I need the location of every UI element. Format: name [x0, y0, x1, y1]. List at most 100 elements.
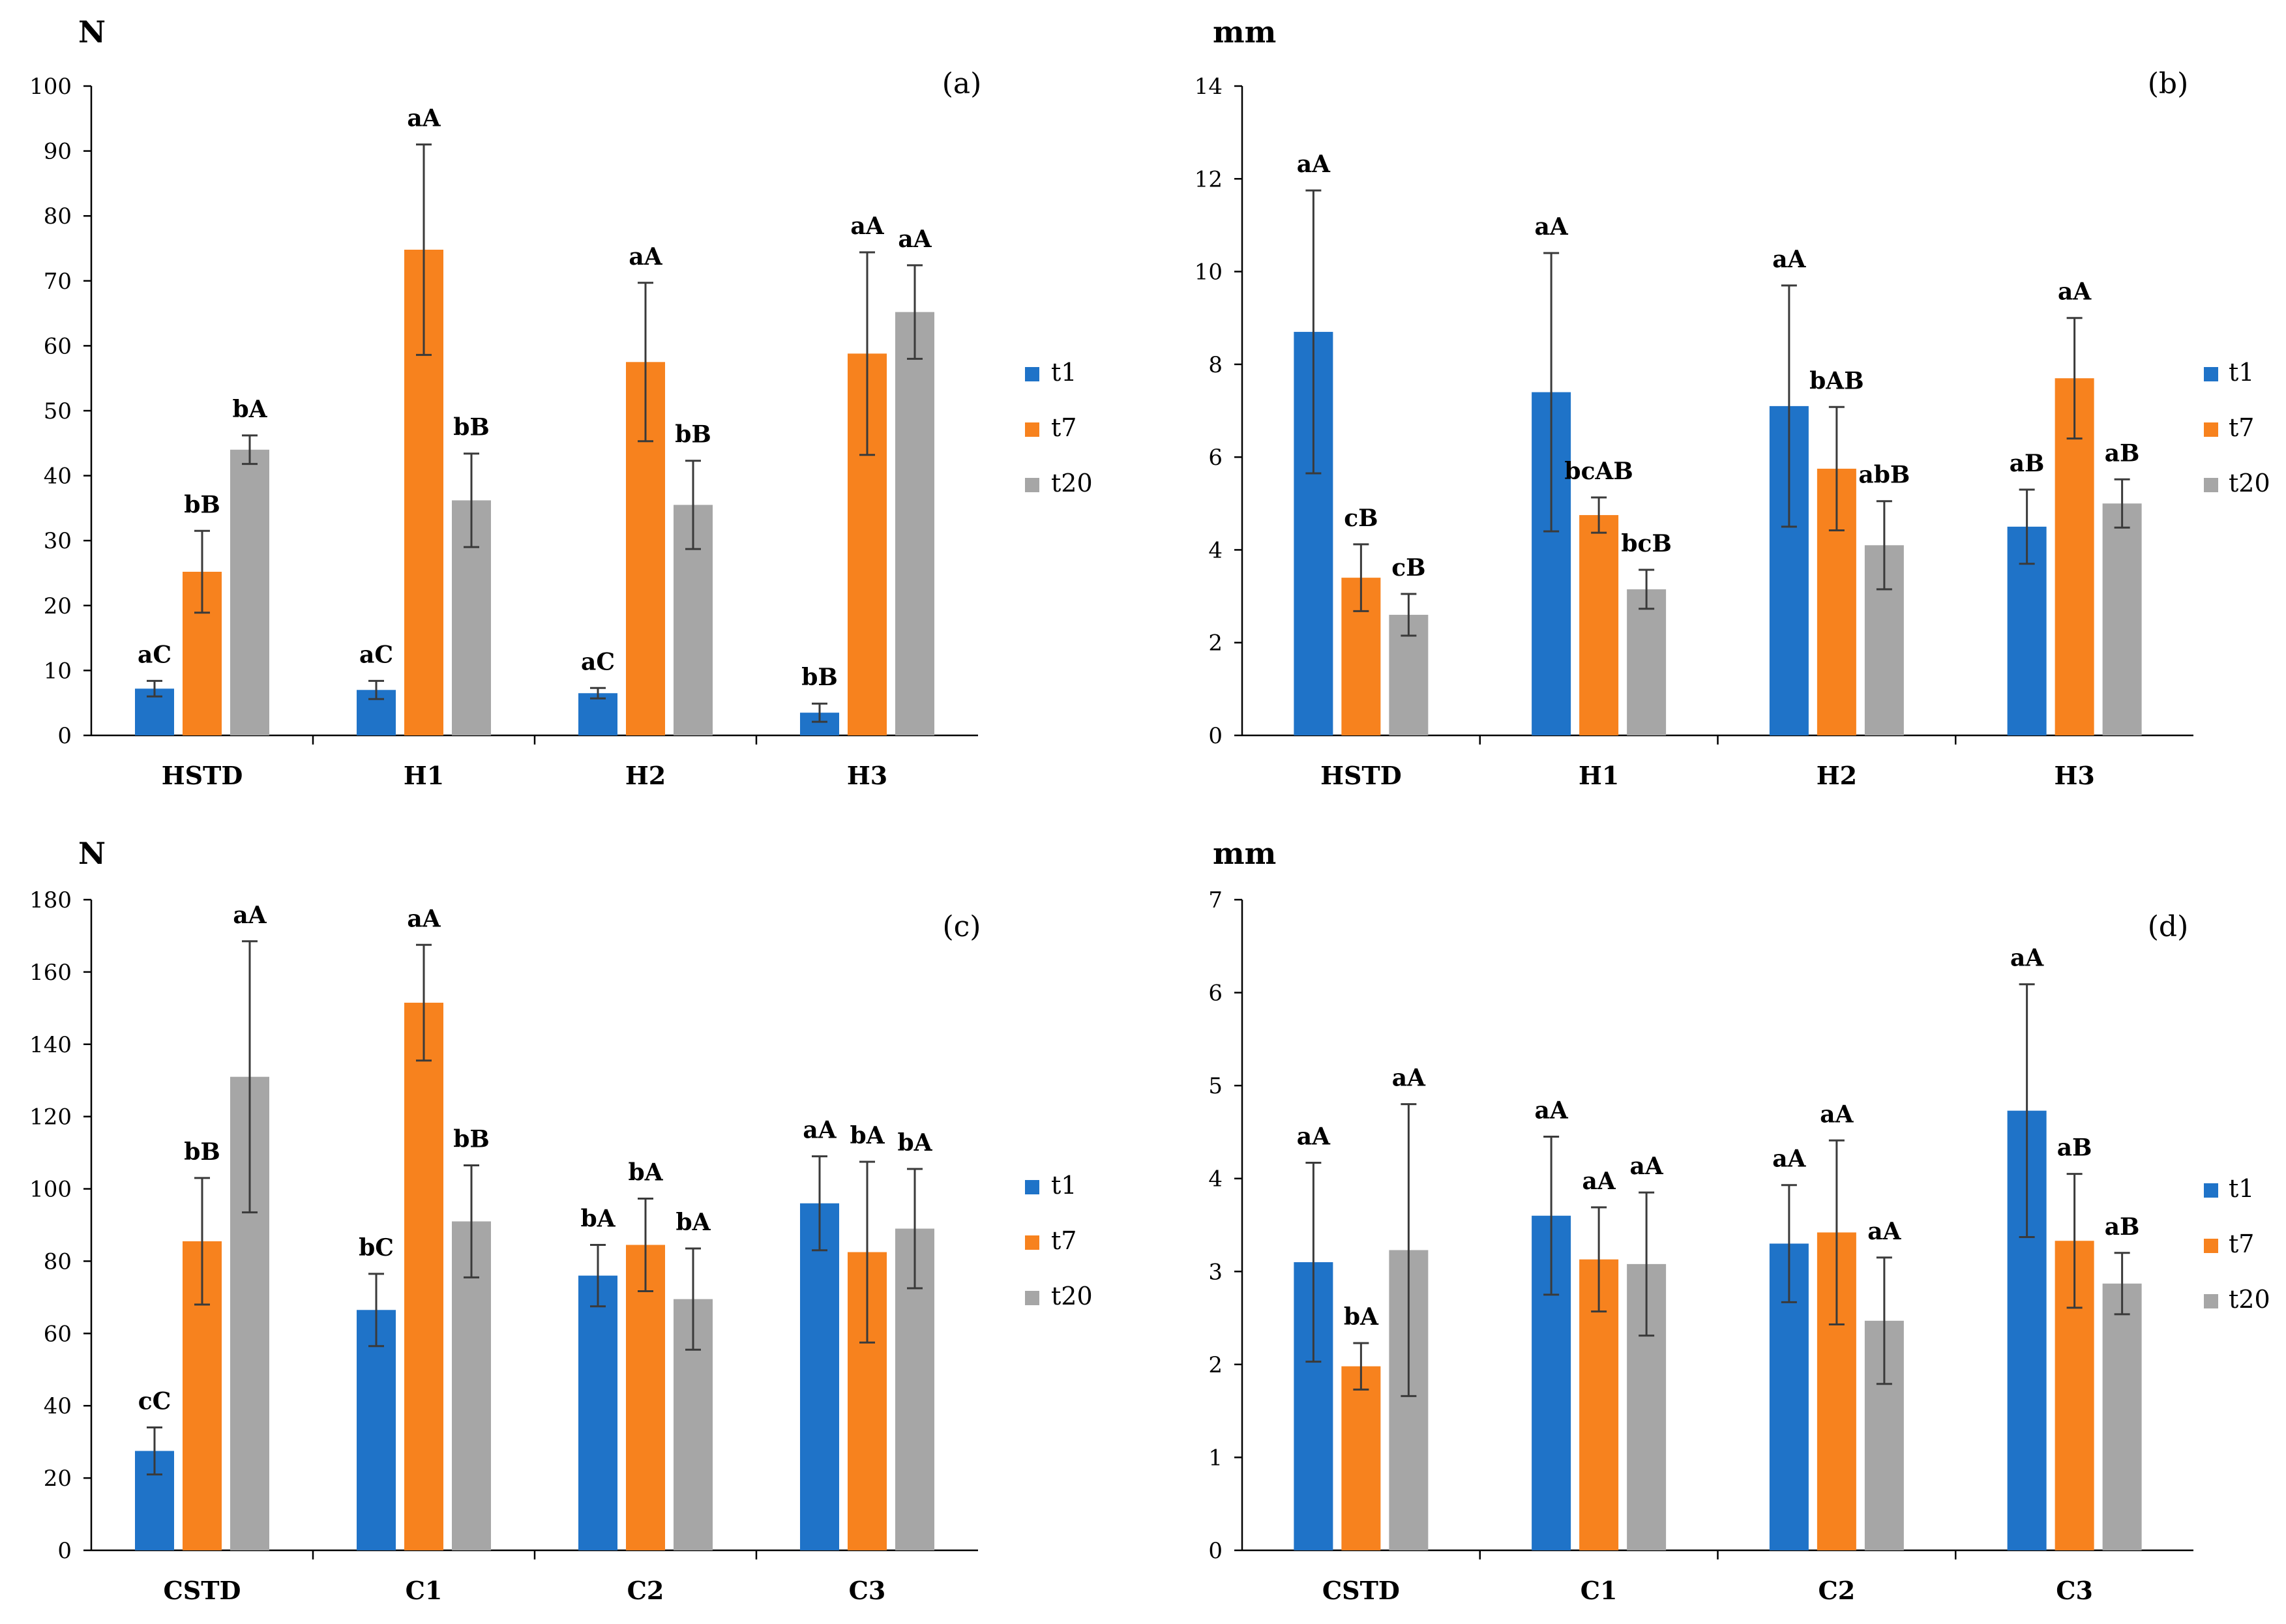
x-tick-label: H3 [2054, 761, 2094, 790]
x-tick-label: C3 [2056, 1576, 2093, 1605]
significance-label: cB [1391, 554, 1425, 582]
significance-label: bA [850, 1122, 885, 1149]
significance-label: aA [407, 105, 441, 132]
x-tick-label: CSTD [164, 1576, 241, 1605]
legend-label-t20: t20 [1051, 1282, 1093, 1310]
significance-label: bB [453, 414, 490, 441]
y-unit-label: mm [1213, 836, 1276, 871]
significance-label: bAB [1809, 367, 1864, 394]
legend-label-t1: t1 [2229, 358, 2254, 387]
legend-label-t20: t20 [2229, 1285, 2270, 1314]
x-tick-label: H3 [847, 761, 887, 790]
y-tick-label: 10 [44, 658, 72, 684]
bar-t1-C1 [357, 1310, 396, 1550]
significance-label: bC [359, 1234, 394, 1262]
legend-swatch-t1 [1025, 367, 1039, 381]
panel-label: (c) [943, 910, 981, 943]
significance-label: bB [453, 1126, 490, 1153]
x-tick-label: H2 [1817, 761, 1857, 790]
significance-label: bA [897, 1129, 932, 1157]
significance-label: aA [1820, 1100, 1854, 1128]
legend: t1 t7 t20 [1025, 358, 1093, 497]
y-tick-label: 1 [1208, 1445, 1223, 1471]
significance-label: bA [232, 396, 267, 423]
significance-label: aA [1534, 1097, 1568, 1125]
y-tick-label: 0 [1208, 723, 1223, 749]
y-tick-label: 20 [44, 593, 72, 619]
bar-t7-C1 [404, 1003, 443, 1550]
legend-swatch-t1 [2204, 1183, 2218, 1198]
panel-label: (b) [2148, 67, 2189, 100]
y-tick-label: 140 [29, 1032, 72, 1058]
legend: t1 t7 t20 [1025, 1171, 1093, 1310]
significance-label: bA [580, 1205, 616, 1232]
significance-label: aA [1392, 1065, 1426, 1092]
significance-label: bA [1344, 1303, 1379, 1331]
significance-label: aB [2057, 1134, 2092, 1162]
y-tick-label: 80 [44, 1248, 72, 1275]
x-tick-label: C1 [1581, 1576, 1618, 1605]
legend-swatch-t20 [1025, 1291, 1039, 1305]
y-tick-label: 60 [44, 333, 72, 359]
bar-t7-C2 [626, 1245, 665, 1550]
legend-label-t1: t1 [2229, 1174, 2254, 1203]
legend-swatch-t1 [1025, 1180, 1039, 1194]
significance-label: bA [675, 1209, 711, 1236]
significance-label: bB [675, 421, 711, 449]
y-tick-label: 4 [1208, 1166, 1223, 1192]
panel-label: (d) [2148, 910, 2189, 943]
significance-label: bB [184, 1138, 220, 1166]
x-tick-label: H2 [625, 761, 666, 790]
significance-label: aC [359, 641, 393, 668]
significance-label: aA [233, 902, 267, 929]
legend-label-t1: t1 [1051, 1171, 1076, 1200]
legend-label-t7: t7 [1051, 1226, 1076, 1255]
y-tick-label: 4 [1208, 537, 1223, 563]
legend: t1 t7 t20 [2204, 358, 2270, 497]
bar-t20-H3 [895, 312, 934, 735]
legend-label-t7: t7 [2229, 413, 2254, 442]
legend-swatch-t20 [1025, 478, 1039, 492]
y-tick-label: 40 [44, 464, 72, 490]
y-tick-label: 0 [57, 1538, 72, 1564]
panel-label: (a) [942, 67, 982, 100]
y-tick-label: 2 [1208, 1352, 1223, 1378]
y-tick-label: 30 [44, 528, 72, 554]
y-tick-label: 0 [1208, 1538, 1223, 1564]
x-tick-label: HSTD [162, 761, 243, 790]
x-tick-label: H1 [404, 761, 444, 790]
legend-swatch-t7 [1025, 422, 1039, 437]
significance-label: aB [2105, 439, 2140, 467]
y-tick-label: 160 [29, 960, 72, 986]
y-tick-label: 6 [1208, 981, 1223, 1007]
significance-label: bcAB [1564, 458, 1633, 485]
bar-t1-C2 [578, 1275, 617, 1550]
y-tick-label: 100 [29, 1177, 72, 1203]
significance-label: aA [898, 226, 932, 253]
legend-label-t1: t1 [1051, 358, 1076, 387]
y-unit-label: N [78, 836, 106, 871]
significance-label: aA [1297, 1123, 1331, 1150]
legend-label-t20: t20 [2229, 469, 2270, 497]
x-tick-label: HSTD [1320, 761, 1402, 790]
chart-panel-c: N (c) 0 20 40 60 80 100 120 140 160 180 CSTD C1 C2 C3 cC… [29, 836, 1093, 1605]
legend-label-t7: t7 [1051, 413, 1076, 442]
bar-t20-HSTD [230, 449, 269, 735]
significance-label: bB [184, 491, 220, 518]
y-tick-label: 50 [44, 398, 72, 424]
y-tick-label: 80 [44, 203, 72, 229]
bar-t7-CSTD [1341, 1366, 1381, 1550]
y-tick-label: 8 [1208, 352, 1223, 378]
legend-label-t20: t20 [1051, 469, 1093, 497]
y-tick-label: 70 [44, 269, 72, 295]
significance-label: aA [407, 905, 441, 932]
y-tick-label: 120 [29, 1104, 72, 1130]
significance-label: aA [1582, 1168, 1616, 1195]
significance-label: aA [1534, 213, 1568, 241]
chart-panel-b: mm (b) 0 2 4 6 8 10 12 14 HSTD H1 H2 H3 aA aA aA aB cB bcAB… [1195, 14, 2270, 790]
bar-t1-H2 [578, 693, 617, 735]
significance-label: cB [1344, 505, 1378, 532]
significance-label: aA [2058, 278, 2092, 306]
y-tick-label: 2 [1208, 630, 1223, 657]
legend-swatch-t20 [2204, 478, 2218, 492]
